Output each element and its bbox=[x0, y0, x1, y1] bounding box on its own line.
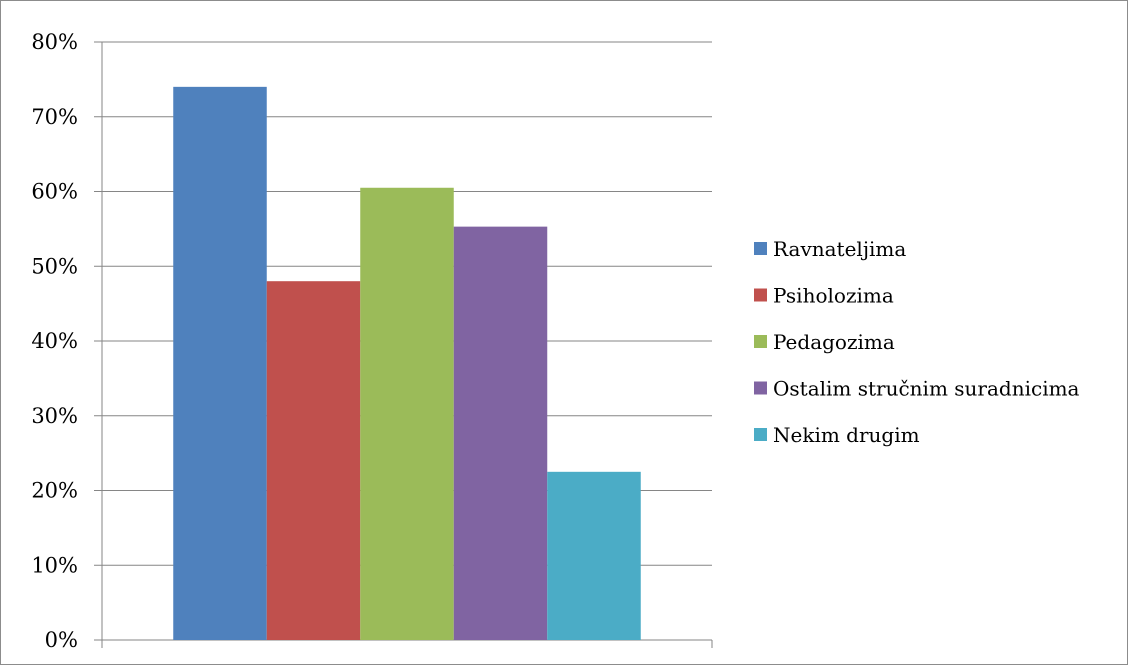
legend-label: Ostalim stručnim suradnicima bbox=[773, 377, 1080, 401]
bar bbox=[453, 226, 548, 640]
legend-label: Ravnateljima bbox=[773, 237, 906, 261]
legend-label: Psiholozima bbox=[773, 284, 894, 308]
y-tick-label: 80% bbox=[31, 30, 78, 54]
bar bbox=[360, 187, 454, 640]
bar bbox=[266, 281, 361, 640]
legend-label: Nekim drugim bbox=[773, 423, 920, 447]
legend-swatch bbox=[754, 288, 767, 302]
y-tick-label: 50% bbox=[31, 254, 78, 278]
bar bbox=[173, 86, 267, 641]
y-tick-label: 60% bbox=[31, 180, 78, 204]
legend-swatch bbox=[754, 428, 767, 441]
y-tick-label: 70% bbox=[31, 105, 78, 129]
legend-swatch bbox=[754, 381, 767, 395]
y-tick-label: 0% bbox=[45, 628, 78, 652]
legend-label: Pedagozima bbox=[773, 330, 895, 354]
legend-swatch bbox=[754, 335, 767, 348]
bar bbox=[547, 471, 641, 640]
y-tick-label: 40% bbox=[31, 329, 78, 353]
y-tick-label: 30% bbox=[31, 404, 78, 428]
y-tick-label: 10% bbox=[31, 553, 78, 577]
y-tick-label: 20% bbox=[31, 479, 78, 503]
legend-swatch bbox=[754, 242, 767, 255]
